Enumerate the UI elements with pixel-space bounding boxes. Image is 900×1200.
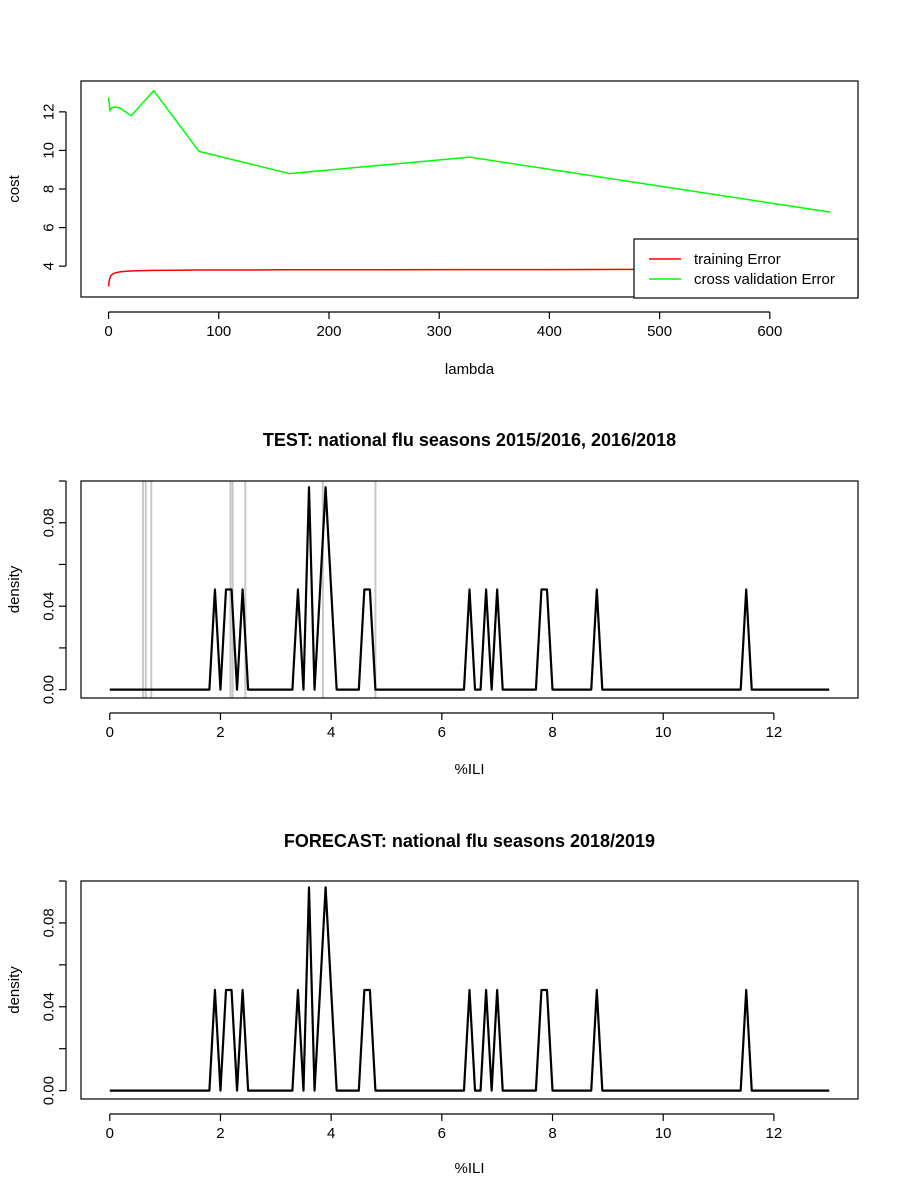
cross-validation-error-line <box>107 89 831 213</box>
x-tick-label: 500 <box>647 323 672 340</box>
cost-lines-layer <box>107 89 831 287</box>
x-tick-label: 0 <box>106 724 114 741</box>
y-tick-label: 0.04 <box>41 992 58 1021</box>
y-axis-label: cost <box>6 174 23 202</box>
panel-title: TEST: national flu seasons 2015/2016, 20… <box>263 430 676 450</box>
x-tick-label: 6 <box>438 1125 446 1142</box>
forecast-density-layer <box>109 886 830 1092</box>
plot-frame <box>80 80 859 298</box>
x-tick-label: 10 <box>655 1125 672 1142</box>
x-tick-label: 600 <box>757 323 782 340</box>
y-tick-label: 0.08 <box>41 508 58 537</box>
x-tick-label: 6 <box>438 724 446 741</box>
cost-axes-ticks: 0 100 200 300 400 500 600 4 6 8 10 12 <box>41 104 783 340</box>
x-tick-label: 200 <box>316 323 341 340</box>
y-tick-label: 0.00 <box>41 675 58 704</box>
x-tick-label: 2 <box>216 1125 224 1142</box>
x-tick-label: 2 <box>216 724 224 741</box>
cost-vs-lambda-panel: 0 100 200 300 400 500 600 4 6 8 10 12 lambda cost t… <box>6 80 859 378</box>
density-line <box>109 886 830 1092</box>
x-tick-label: 12 <box>766 724 783 741</box>
test-axes-ticks: 0 2 4 6 8 10 12 0.00 0.04 0.08 <box>41 480 783 741</box>
density-line <box>109 486 830 691</box>
x-tick-label: 8 <box>548 1125 556 1142</box>
legend-label-cross-validation: cross validation Error <box>694 271 835 288</box>
x-tick-label: 4 <box>327 724 335 741</box>
x-axis-label: %ILI <box>454 1160 484 1177</box>
y-tick-label: 0.04 <box>41 592 58 621</box>
test-density-panel: TEST: national flu seasons 2015/2016, 20… <box>6 430 859 778</box>
y-tick-label: 12 <box>41 104 58 121</box>
x-tick-label: 0 <box>106 1125 114 1142</box>
legend-label-training: training Error <box>694 251 781 268</box>
legend: training Error cross validation Error <box>633 238 859 299</box>
x-tick-label: 100 <box>206 323 231 340</box>
y-tick-label: 6 <box>41 223 58 231</box>
plot-frame <box>80 880 859 1100</box>
plot-frame <box>80 480 859 699</box>
training-error-line <box>107 268 831 287</box>
x-tick-label: 8 <box>548 724 556 741</box>
y-tick-label: 4 <box>41 262 58 270</box>
panel-title: FORECAST: national flu seasons 2018/2019 <box>284 831 655 851</box>
y-axis-label: density <box>6 966 23 1014</box>
x-axis-label: %ILI <box>454 761 484 778</box>
y-tick-label: 8 <box>41 185 58 193</box>
y-tick-label: 0.08 <box>41 908 58 937</box>
x-axis-label: lambda <box>445 361 495 378</box>
test-density-layer <box>109 481 830 698</box>
forecast-density-panel: FORECAST: national flu seasons 2018/2019… <box>6 831 859 1177</box>
y-tick-label: 0.00 <box>41 1076 58 1105</box>
x-tick-label: 400 <box>537 323 562 340</box>
x-tick-label: 4 <box>327 1125 335 1142</box>
x-tick-label: 300 <box>427 323 452 340</box>
y-axis-label: density <box>6 565 23 613</box>
x-tick-label: 0 <box>104 323 112 340</box>
legend-box <box>633 238 859 299</box>
forecast-axes-ticks: 0 2 4 6 8 10 12 0.00 0.04 0.08 <box>41 880 783 1142</box>
y-tick-label: 10 <box>41 142 58 159</box>
x-tick-label: 10 <box>655 724 672 741</box>
x-tick-label: 12 <box>766 1125 783 1142</box>
